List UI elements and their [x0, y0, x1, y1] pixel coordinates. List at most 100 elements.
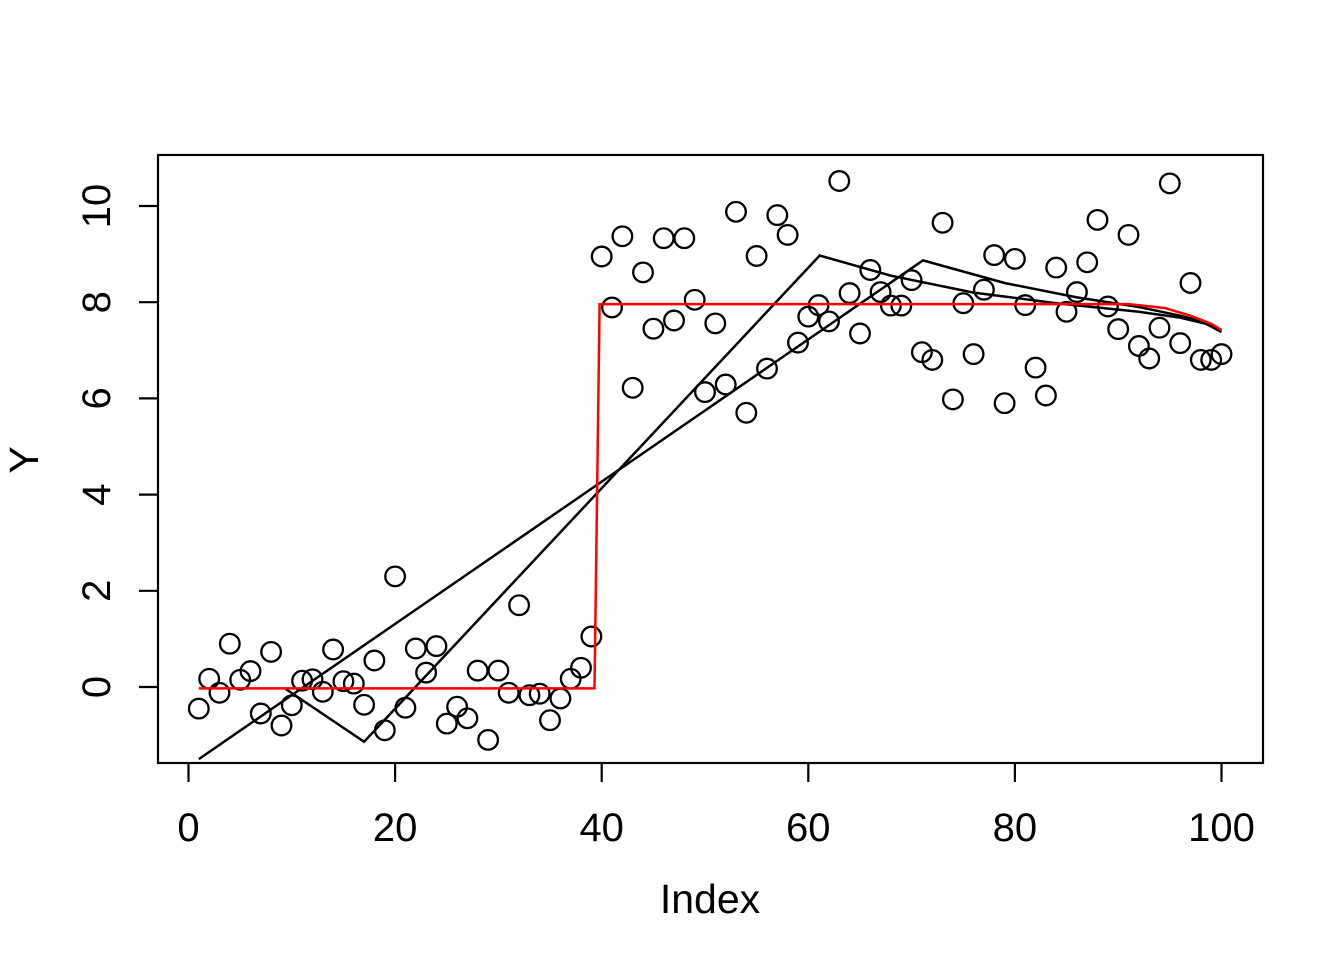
y-tick-label: 6 — [75, 387, 119, 409]
x-tick-label: 100 — [1188, 806, 1255, 850]
data-point — [539, 709, 561, 732]
data-point — [384, 565, 407, 588]
plot-box — [156, 153, 1265, 765]
y-tick-label: 8 — [75, 291, 119, 313]
data-point — [1210, 343, 1233, 366]
data-point — [487, 659, 510, 682]
data-point — [1169, 332, 1192, 355]
x-axis-ticks: 0 20 40 60 80 100 — [177, 763, 1255, 850]
data-point — [983, 244, 1006, 267]
data-point — [1024, 356, 1047, 379]
data-point — [838, 282, 861, 305]
data-point — [921, 348, 944, 371]
data-point — [1138, 347, 1161, 370]
fit-line-step-fit — [198, 302, 1223, 690]
data-point — [601, 296, 623, 319]
data-point — [652, 227, 675, 250]
data-point — [508, 594, 531, 617]
data-point — [404, 637, 427, 660]
data-point — [332, 670, 355, 693]
y-axis-title: Y — [1, 446, 47, 473]
data-point — [342, 672, 365, 695]
data-point — [435, 712, 458, 735]
data-point — [580, 625, 603, 648]
data-point — [322, 638, 345, 661]
data-point — [559, 667, 582, 690]
data-point — [208, 681, 231, 704]
data-point — [735, 401, 758, 424]
data-point — [683, 288, 706, 311]
data-point — [673, 227, 696, 250]
data-point — [941, 388, 964, 411]
scatter-points-layer — [187, 170, 1233, 751]
data-point — [363, 649, 386, 672]
data-point — [787, 331, 809, 354]
data-point — [1045, 256, 1068, 279]
data-point — [1076, 251, 1099, 274]
data-point — [1148, 316, 1171, 339]
data-point — [260, 640, 283, 663]
data-point — [859, 259, 882, 281]
data-point — [1189, 348, 1212, 371]
data-point — [1107, 318, 1130, 341]
y-tick-label: 4 — [75, 483, 119, 505]
data-point — [776, 223, 799, 246]
data-point — [993, 392, 1016, 415]
data-point — [198, 667, 221, 690]
data-point — [931, 211, 954, 234]
data-point — [632, 261, 654, 284]
data-point — [890, 294, 913, 317]
x-tick-label: 60 — [786, 806, 831, 850]
data-point — [1086, 208, 1109, 231]
y-tick-label: 2 — [75, 580, 119, 602]
data-point — [972, 278, 995, 301]
data-point — [704, 312, 727, 335]
data-point — [766, 204, 789, 227]
data-point — [745, 245, 768, 267]
data-point — [590, 245, 613, 268]
data-point — [962, 343, 985, 366]
x-tick-label: 40 — [579, 806, 624, 850]
x-tick-label: 80 — [993, 806, 1038, 850]
x-tick-label: 20 — [373, 806, 418, 850]
data-point — [456, 707, 479, 730]
data-point — [879, 294, 902, 317]
data-point — [756, 357, 778, 380]
fit-lines-layer — [198, 254, 1223, 761]
x-tick-label: 0 — [177, 806, 199, 850]
data-point — [353, 693, 376, 716]
data-point — [1158, 172, 1181, 195]
y-axis-ticks: 0 2 4 6 8 10 — [75, 184, 158, 698]
data-point — [725, 200, 747, 223]
data-point — [249, 702, 272, 725]
data-point — [1179, 272, 1202, 294]
data-point — [1127, 335, 1150, 357]
data-point — [611, 225, 634, 248]
data-point — [466, 659, 489, 682]
data-point — [497, 681, 520, 704]
data-point — [311, 680, 334, 703]
data-point — [797, 305, 820, 328]
data-point — [187, 697, 210, 720]
data-point — [477, 728, 500, 751]
data-point — [1065, 281, 1088, 304]
fit-line-segmented-fit-peak-61 — [284, 254, 1223, 744]
y-tick-label: 0 — [75, 676, 119, 698]
data-point — [570, 656, 592, 679]
data-point — [528, 682, 551, 705]
data-point — [621, 376, 644, 399]
data-point — [1003, 247, 1026, 270]
data-point — [1200, 348, 1223, 371]
data-point — [714, 373, 737, 396]
data-point — [694, 381, 716, 404]
data-point — [373, 719, 396, 742]
data-point — [818, 310, 840, 333]
data-point — [1117, 223, 1140, 246]
data-point — [849, 322, 871, 345]
data-point — [900, 269, 923, 292]
data-point — [1055, 300, 1078, 323]
data-point — [828, 170, 851, 192]
data-point — [425, 635, 448, 658]
